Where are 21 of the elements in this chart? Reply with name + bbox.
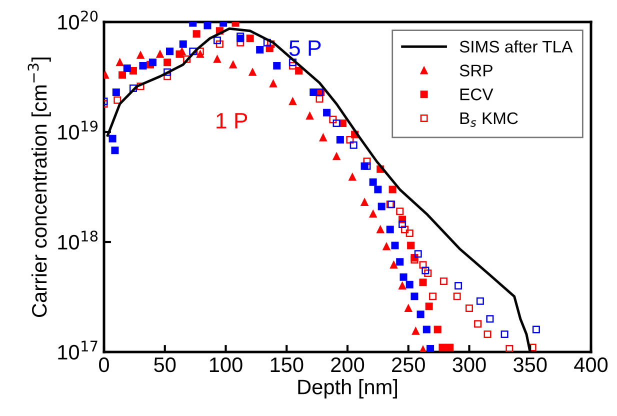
legend-label: ECV — [460, 88, 494, 100]
y-axis-title: Carrier concentration [cm$^{−3}$] — [28, 58, 51, 317]
x-tick-label: 50 — [154, 357, 176, 372]
annotation: 1 P — [216, 113, 248, 128]
y-tick-label: 10$^{20}$ — [58, 10, 98, 30]
y-tick-label: 10$^{18}$ — [58, 230, 98, 250]
x-tick-label: 300 — [452, 357, 486, 372]
x-tick-label: 100 — [210, 357, 242, 372]
x-tick-label: 150 — [270, 357, 304, 372]
x-tick-label: 250 — [392, 357, 425, 372]
legend-label: B$_{s}$ KMC — [460, 112, 518, 127]
annotation: 5 P — [289, 40, 321, 56]
x-tick-label: 350 — [514, 357, 547, 372]
y-tick-label: 10$^{17}$ — [58, 340, 98, 360]
x-tick-label: 400 — [574, 357, 608, 372]
legend-label: SIMS after TLA — [460, 40, 573, 53]
legend-label: SRP — [460, 64, 492, 76]
y-tick-label: 10$^{19}$ — [58, 120, 98, 140]
x-axis-title: Depth [nm] — [298, 379, 397, 398]
x-tick-label: 200 — [331, 357, 364, 372]
x-tick-label: 0 — [99, 357, 109, 372]
